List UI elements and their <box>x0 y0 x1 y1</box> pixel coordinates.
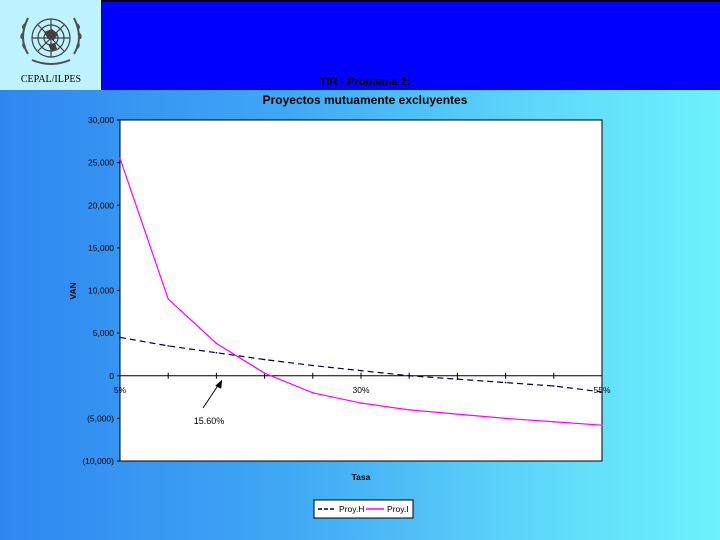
data-point <box>360 369 362 372</box>
data-point <box>263 358 266 361</box>
legend-label: Proy.I <box>387 504 409 514</box>
annotation-arrowhead <box>215 379 223 389</box>
legend-box <box>313 499 414 519</box>
data-point <box>312 392 314 394</box>
y-tick-label: 10,000 <box>88 286 114 296</box>
data-point <box>456 378 459 380</box>
data-point <box>504 381 507 384</box>
y-tick-label: 20,000 <box>88 200 114 210</box>
y-tick-label: (5,000) <box>87 413 114 423</box>
data-point <box>167 298 169 300</box>
data-point <box>167 345 169 347</box>
data-point <box>601 424 603 426</box>
y-tick-label: 15,000 <box>88 243 114 253</box>
data-point <box>553 420 555 423</box>
legend-label: Proy.H <box>339 504 364 514</box>
plot-area <box>119 119 603 462</box>
org-label: CEPAL/ILPES <box>20 74 82 85</box>
data-point <box>312 364 314 367</box>
data-point <box>408 374 411 377</box>
data-point <box>456 413 459 415</box>
series-layer <box>119 157 603 426</box>
chart-subtitle: Proyectos mutuamente excluyentes <box>262 93 468 107</box>
annotation-layer: 15.60% <box>194 379 225 426</box>
y-tick-label: (10,000) <box>82 456 114 466</box>
data-point <box>119 336 121 339</box>
y-tick-label: 5,000 <box>93 328 115 338</box>
y-tick-label: 30,000 <box>88 115 114 125</box>
x-tick-label: 55% <box>593 385 610 395</box>
y-axis: 30,000 25,000 20,000 15,000 10,000 5,000 0 (5,0… <box>82 115 120 466</box>
header-band <box>102 0 720 90</box>
annotation-arrow-line <box>202 383 220 409</box>
x-axis-title: Tasa <box>352 472 371 482</box>
annotation-label: 15.60% <box>194 416 225 426</box>
y-axis-title: VAN <box>68 282 78 299</box>
data-point <box>504 417 507 420</box>
data-point <box>553 385 555 387</box>
x-tick-label: 30% <box>352 385 369 395</box>
data-point <box>408 409 411 411</box>
y-tick-label: 25,000 <box>88 158 114 168</box>
chart-title: TIR - Problema 2: <box>319 76 411 88</box>
data-point <box>263 372 266 374</box>
y-tick-label: 0 <box>109 371 114 381</box>
x-tick-label: 5% <box>114 385 127 395</box>
data-point <box>119 157 121 160</box>
data-point <box>601 391 603 393</box>
legend: Proy.H Proy.I <box>313 499 414 519</box>
logo-box: CEPAL/ILPES <box>0 0 102 90</box>
data-point <box>360 402 362 404</box>
un-emblem-icon <box>20 17 82 65</box>
data-point <box>215 351 218 354</box>
data-point <box>215 342 218 345</box>
